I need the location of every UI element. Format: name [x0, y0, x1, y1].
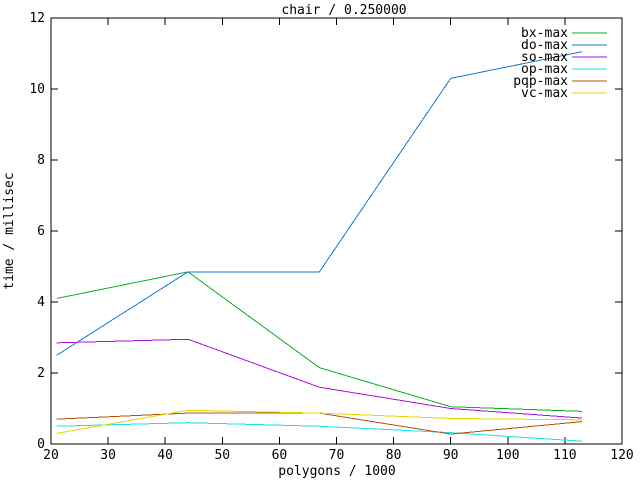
series-line-bx-max — [56, 271, 583, 412]
y-tick-label: 0 — [37, 437, 45, 452]
series-line-do-max — [56, 51, 583, 356]
y-tick-label: 12 — [29, 11, 45, 26]
y-axis-label: time / millisec — [2, 172, 17, 289]
x-tick-label: 20 — [43, 448, 59, 463]
x-tick-label: 80 — [386, 448, 402, 463]
x-tick-label: 120 — [610, 448, 633, 463]
legend-label-so-max: so-max — [521, 50, 568, 65]
y-tick-label: 8 — [37, 153, 45, 168]
axes: 20 30 40 50 60 70 80 90 100 110 120 0 2 4 6 8 10 12 — [29, 11, 633, 463]
legend-label-op-max: op-max — [521, 62, 568, 77]
x-tick-label: 70 — [329, 448, 345, 463]
x-tick-label: 110 — [553, 448, 576, 463]
legend-label-vc-max: vc-max — [521, 86, 568, 101]
y-tick-label: 10 — [29, 82, 45, 97]
chart-title: chair / 0.250000 — [281, 3, 406, 18]
x-tick-label: 100 — [496, 448, 519, 463]
series-line-pqp-max — [56, 412, 583, 435]
y-tick-label: 2 — [37, 366, 45, 381]
x-tick-label: 30 — [100, 448, 116, 463]
legend-label-bx-max: bx-max — [521, 26, 568, 41]
y-tick-label: 4 — [37, 295, 45, 310]
series-lines — [56, 51, 583, 442]
x-tick-label: 50 — [214, 448, 230, 463]
series-line-so-max — [56, 338, 583, 419]
y-tick-label: 6 — [37, 224, 45, 239]
x-tick-label: 40 — [157, 448, 173, 463]
x-tick-label: 90 — [443, 448, 459, 463]
series-line-vc-max — [56, 409, 583, 434]
series-line-op-max — [56, 422, 583, 442]
x-axis-label: polygons / 1000 — [278, 464, 395, 479]
legend-label-do-max: do-max — [521, 38, 568, 53]
legend-label-pqp-max: pqp-max — [513, 74, 568, 89]
x-tick-label: 60 — [272, 448, 288, 463]
